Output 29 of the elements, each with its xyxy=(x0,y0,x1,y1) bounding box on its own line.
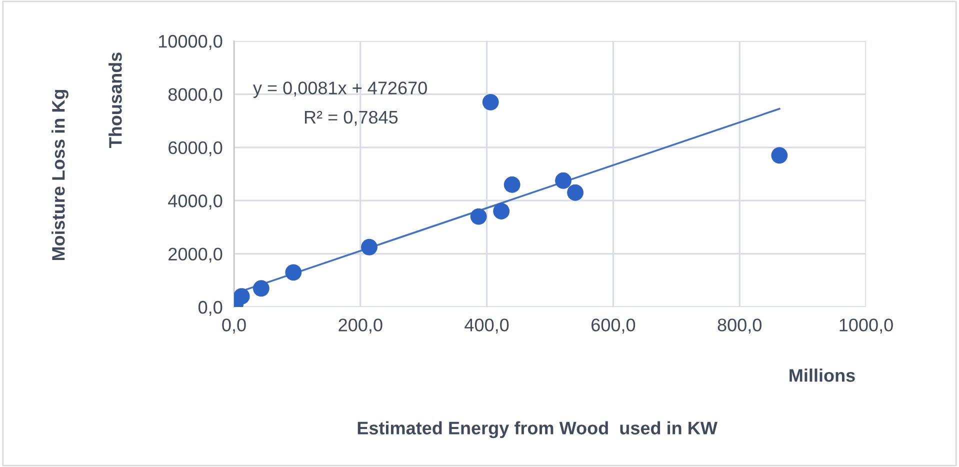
point xyxy=(470,208,487,225)
point xyxy=(555,172,572,189)
x-tick-label: 0,0 xyxy=(222,318,246,334)
point xyxy=(285,264,302,281)
x-tick-label: 400,0 xyxy=(464,318,509,334)
y-tick-label: 6000,0 xyxy=(168,141,222,156)
point xyxy=(771,147,788,164)
point xyxy=(504,176,520,193)
point xyxy=(567,184,584,201)
y-tick-label: 8000,0 xyxy=(168,88,222,104)
x-tick-label: 800,0 xyxy=(718,318,762,334)
text: Moisture Loss in Kg xyxy=(52,90,68,260)
y-tick-label: 0,0 xyxy=(198,300,222,316)
point xyxy=(252,280,270,297)
point xyxy=(482,94,499,110)
y-tick-label: 10000,0 xyxy=(159,34,222,50)
x-axis-title: Estimated Energy from Wood used in KW xyxy=(358,421,718,438)
x-tick-label: 200,0 xyxy=(338,318,382,334)
point xyxy=(234,288,250,305)
annotation: y = 0,0081x + 472670 xyxy=(253,82,427,98)
annotation: R² = 0,7845 xyxy=(305,110,398,126)
x-tick-label: 1000,0 xyxy=(840,318,893,334)
point xyxy=(493,203,510,220)
text: Thousands xyxy=(108,52,122,148)
y-tick-label: 4000,0 xyxy=(168,194,222,210)
point xyxy=(361,238,378,256)
x-tick-label: 600,0 xyxy=(592,318,636,334)
y-tick-label: 2000,0 xyxy=(168,248,222,263)
text: Millions xyxy=(790,368,855,382)
